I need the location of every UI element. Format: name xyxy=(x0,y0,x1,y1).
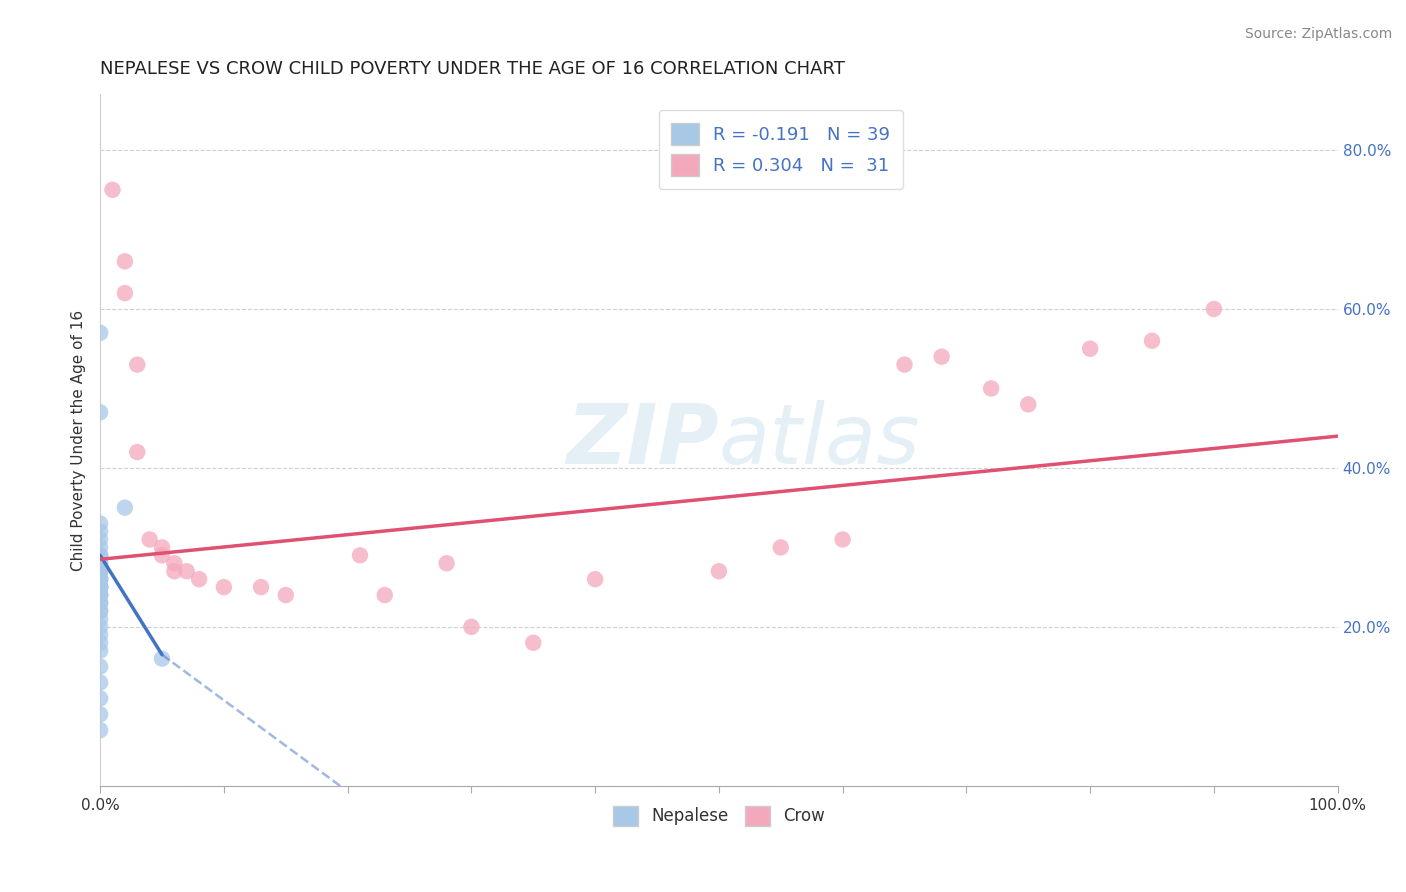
Point xyxy=(89,659,111,673)
Point xyxy=(89,580,111,594)
Point xyxy=(436,556,458,570)
Point xyxy=(188,572,211,586)
Point xyxy=(89,691,111,706)
Point xyxy=(980,381,1002,395)
Text: NEPALESE VS CROW CHILD POVERTY UNDER THE AGE OF 16 CORRELATION CHART: NEPALESE VS CROW CHILD POVERTY UNDER THE… xyxy=(100,60,845,78)
Point xyxy=(138,533,160,547)
Point xyxy=(89,580,111,594)
Point xyxy=(831,533,853,547)
Point xyxy=(460,620,482,634)
Point xyxy=(89,326,111,340)
Point xyxy=(150,549,173,563)
Point xyxy=(1140,334,1163,348)
Point xyxy=(89,604,111,618)
Point xyxy=(89,564,111,578)
Point xyxy=(89,580,111,594)
Point xyxy=(1078,342,1101,356)
Point xyxy=(89,556,111,570)
Point xyxy=(127,445,149,459)
Point xyxy=(150,651,173,665)
Point xyxy=(89,405,111,419)
Legend: Nepalese, Crow: Nepalese, Crow xyxy=(606,799,832,833)
Point xyxy=(89,572,111,586)
Point xyxy=(89,643,111,657)
Point xyxy=(89,707,111,722)
Point xyxy=(150,541,173,555)
Point xyxy=(89,533,111,547)
Point xyxy=(707,564,730,578)
Point xyxy=(163,556,186,570)
Point xyxy=(114,254,136,268)
Point xyxy=(89,628,111,642)
Point xyxy=(89,572,111,586)
Point xyxy=(89,549,111,563)
Point xyxy=(101,183,124,197)
Point xyxy=(89,604,111,618)
Point xyxy=(89,549,111,563)
Point xyxy=(89,596,111,610)
Point xyxy=(1017,397,1039,411)
Point xyxy=(212,580,235,594)
Point xyxy=(89,596,111,610)
Y-axis label: Child Poverty Under the Age of 16: Child Poverty Under the Age of 16 xyxy=(72,310,86,571)
Point xyxy=(583,572,606,586)
Point xyxy=(1202,301,1225,316)
Point xyxy=(89,723,111,738)
Point xyxy=(89,588,111,602)
Point xyxy=(89,564,111,578)
Point xyxy=(250,580,273,594)
Point xyxy=(274,588,297,602)
Point xyxy=(349,549,371,563)
Point xyxy=(89,541,111,555)
Point xyxy=(89,524,111,539)
Point xyxy=(89,516,111,531)
Point xyxy=(522,636,544,650)
Text: atlas: atlas xyxy=(718,400,921,481)
Text: ZIP: ZIP xyxy=(567,400,718,481)
Point xyxy=(127,358,149,372)
Point xyxy=(769,541,792,555)
Point xyxy=(89,675,111,690)
Point xyxy=(89,636,111,650)
Point xyxy=(89,588,111,602)
Point xyxy=(89,588,111,602)
Point xyxy=(89,564,111,578)
Point xyxy=(374,588,396,602)
Point xyxy=(893,358,915,372)
Point xyxy=(89,580,111,594)
Point xyxy=(163,564,186,578)
Point xyxy=(89,612,111,626)
Point xyxy=(89,572,111,586)
Point xyxy=(931,350,953,364)
Point xyxy=(176,564,198,578)
Point xyxy=(114,500,136,515)
Point xyxy=(89,620,111,634)
Point xyxy=(114,286,136,301)
Point xyxy=(89,556,111,570)
Text: Source: ZipAtlas.com: Source: ZipAtlas.com xyxy=(1244,27,1392,41)
